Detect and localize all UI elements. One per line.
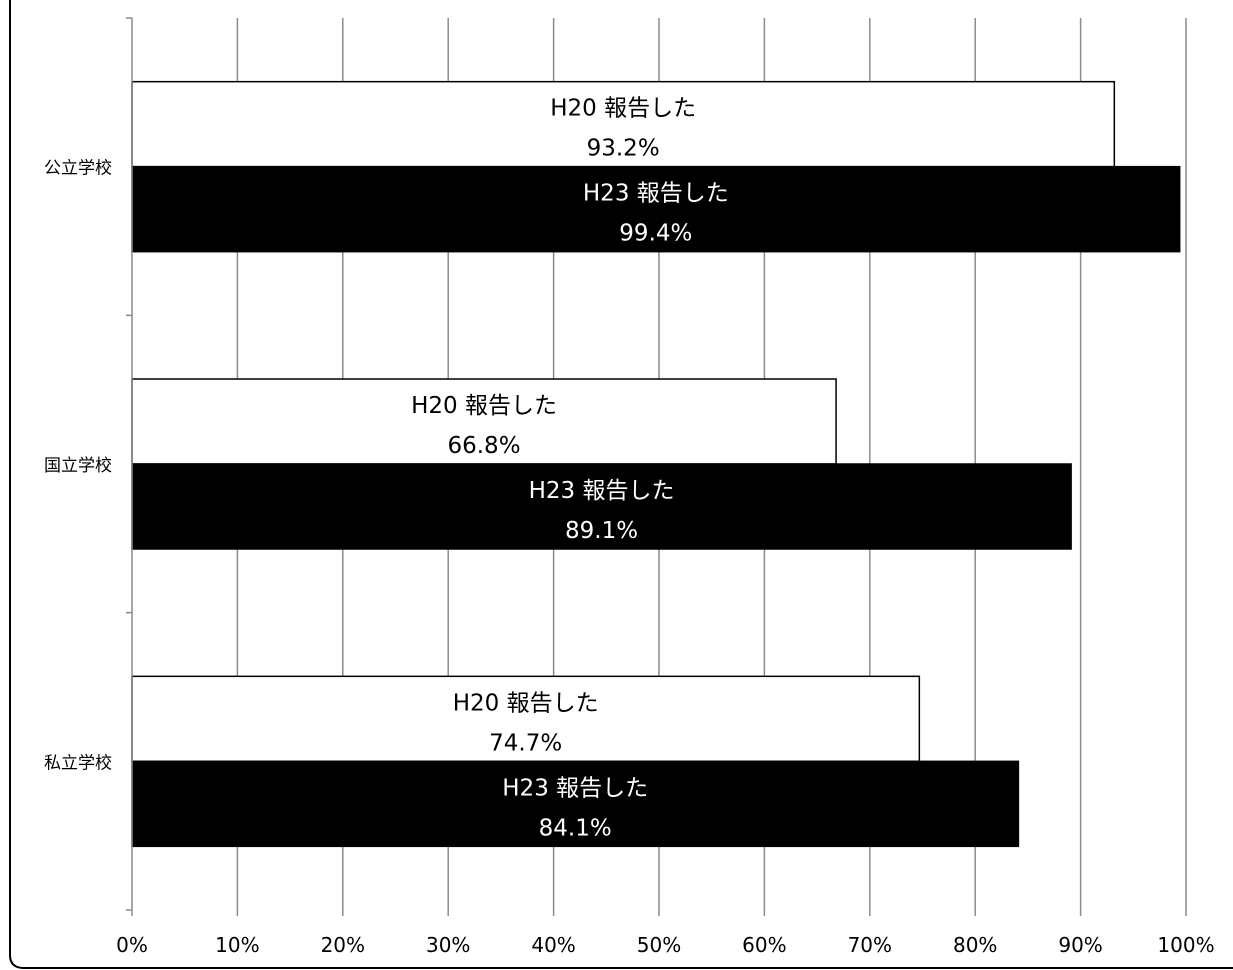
x-tick-label: 40% [531, 933, 575, 957]
category-label: 公立学校 [44, 159, 112, 179]
bar-value-label: 89.1% [565, 518, 638, 544]
x-tick-label: 70% [848, 933, 892, 957]
bar-series-label: H23 報告した [583, 181, 729, 207]
bar-series-label: H23 報告した [529, 478, 675, 504]
bar-value-label: 99.4% [619, 221, 692, 247]
x-tick-label: 60% [742, 933, 786, 957]
bar-series-label: H20 報告した [411, 393, 557, 419]
category-label: 私立学校 [44, 753, 112, 773]
bar-value-label: 84.1% [539, 815, 612, 841]
chart-border [9, 0, 1233, 969]
x-tick-label: 30% [426, 933, 470, 957]
x-tick-label: 20% [321, 933, 365, 957]
bar [131, 165, 1181, 253]
bar-value-label: 66.8% [447, 433, 520, 459]
bar [131, 760, 1020, 848]
x-tick-label: 80% [953, 933, 997, 957]
x-tick-label: 100% [1157, 933, 1214, 957]
x-tick-label: 10% [215, 933, 259, 957]
bar [131, 80, 1116, 168]
x-tick-label: 90% [1058, 933, 1102, 957]
category-label: 国立学校 [44, 456, 112, 476]
bar-value-label: 74.7% [489, 730, 562, 756]
bar-series-label: H23 報告した [502, 775, 648, 801]
axes: 0% 10% 20% 30% 40% 50% 60% 70% 80% 90% 100% 公立学校国立学… [44, 17, 1215, 957]
bar [131, 463, 1072, 550]
x-tick-label: 0% [116, 933, 148, 957]
bar-series-label: H20 報告した [550, 96, 696, 122]
bar-value-label: 93.2% [587, 136, 660, 162]
bar [131, 675, 921, 763]
bars: H20 報告した 93.2% H23 報告した 99.4% H20 報告した 66.8% H… [131, 80, 1181, 848]
bar-series-label: H20 報告した [453, 690, 599, 716]
x-tick-label: 50% [637, 933, 681, 957]
